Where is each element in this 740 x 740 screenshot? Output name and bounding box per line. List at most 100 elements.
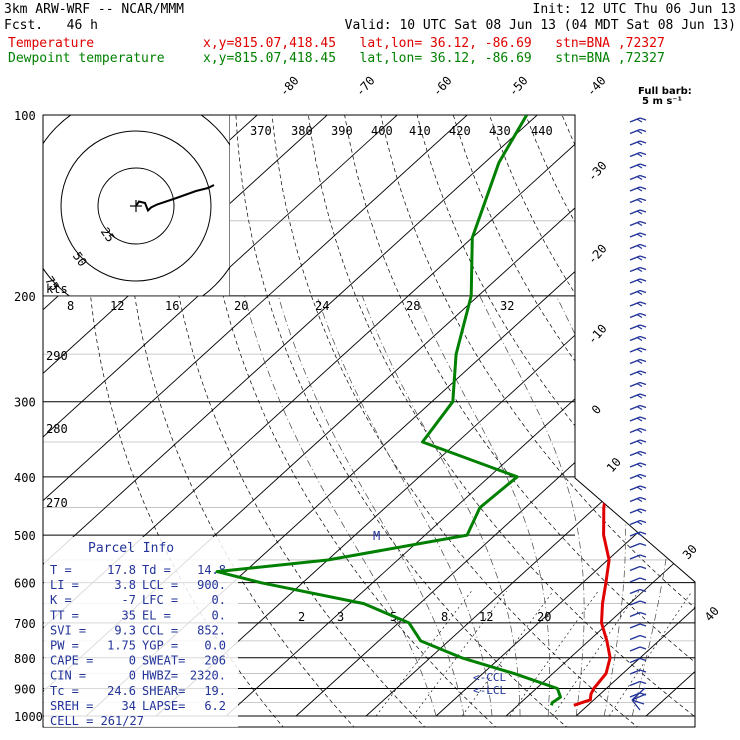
init-time: Init: 12 UTC Thu 06 Jun 13 — [532, 2, 737, 17]
wind-barb — [629, 496, 647, 503]
isotherm-line — [645, 115, 695, 717]
dry-adiabat — [707, 115, 740, 729]
wind-barb — [629, 611, 647, 618]
dry-adiabat — [380, 115, 695, 727]
dry-adiabat — [670, 115, 695, 727]
parcel-row-label: CAPE = — [50, 654, 93, 668]
wind-barb — [629, 232, 647, 238]
dry-adiabat — [634, 115, 695, 727]
mixing-ratio-line — [412, 591, 507, 717]
isotherm-line — [43, 115, 398, 717]
parcel-row-value: 17.8 — [107, 563, 136, 577]
isotherm-line — [505, 115, 695, 717]
mixing-ratio-label-lower: 20 — [537, 610, 551, 624]
wind-barb — [629, 485, 647, 491]
mixing-ratio-label: 20 — [234, 299, 248, 313]
parcel-row-label2: SHEAR= — [142, 684, 185, 698]
ccl-marker: <-CCL — [473, 671, 506, 684]
isotherm-label-top: -70 — [353, 74, 378, 99]
pressure-label: 500 — [14, 529, 36, 543]
hodograph-trace — [135, 184, 215, 213]
dry-adiabat — [162, 115, 427, 727]
parcel-row-value: 24.6 — [107, 684, 136, 698]
wind-barb — [629, 473, 647, 480]
pressure-label: 400 — [14, 471, 36, 485]
parcel-row-label2: Td = — [142, 563, 171, 577]
wind-barb — [629, 462, 647, 468]
mixing-ratio-line — [375, 591, 472, 717]
isotherm-label-right: 10 — [604, 455, 624, 475]
parcel-row-label2: LFC = — [142, 593, 178, 607]
temperature-location: x,y=815.07,418.45 lat,lon= 36.12, -86.69… — [203, 36, 665, 51]
isotherm-line — [435, 115, 695, 717]
parcel-row-label: PW = — [50, 639, 79, 653]
isotherm-label-right: -30 — [585, 159, 610, 184]
hodograph-ring-label: 50 — [70, 249, 90, 269]
isotherm-line — [43, 115, 468, 717]
parcel-row-value: 9.3 — [114, 623, 136, 637]
parcel-row-label2: LAPSE= — [142, 699, 185, 713]
hodograph-ring-label: 25 — [98, 225, 118, 245]
wind-barb — [629, 657, 647, 664]
parcel-row-value2: 852. — [197, 623, 226, 637]
parcel-row-label: LI = — [50, 578, 79, 592]
moist-adiabat — [361, 295, 521, 717]
pressure-label: 600 — [14, 577, 36, 591]
theta-label: 410 — [409, 124, 431, 138]
wind-barb — [629, 393, 647, 399]
pressure-label: 200 — [14, 290, 36, 304]
parcel-row-label2: SWEAT= — [142, 654, 185, 668]
wind-barb — [629, 255, 647, 261]
wind-barb — [629, 646, 647, 652]
parcel-row-value2: 2320. — [190, 669, 226, 683]
hodograph-ring — [97, 167, 175, 245]
annotation-marker: M — [373, 529, 380, 543]
parcel-row-value: 34 — [122, 699, 136, 713]
barb-legend-title: Full barb: — [638, 86, 692, 97]
parcel-row-value: 0 — [129, 654, 136, 668]
mixing-ratio-label: 28 — [406, 299, 420, 313]
isotherm-line — [716, 115, 740, 716]
isotherm-label-top: -40 — [584, 74, 609, 99]
dewpoint-trace — [215, 115, 562, 706]
dry-adiabat — [344, 115, 695, 727]
theta-side-label: 280 — [46, 422, 68, 436]
wind-barb — [629, 163, 647, 169]
isotherm-label-right: -10 — [585, 322, 610, 347]
parcel-row-value: -7 — [122, 593, 136, 607]
dry-adiabat — [308, 115, 695, 727]
wind-barb — [629, 324, 647, 330]
theta-label: 420 — [449, 124, 471, 138]
mixing-ratio-label-lower: 3 — [337, 610, 344, 624]
wind-barb — [629, 439, 647, 445]
wind-barb — [629, 519, 647, 526]
mixing-ratio-label-lower: 8 — [441, 610, 448, 624]
mixing-ratio-label: 12 — [110, 299, 124, 313]
temperature-legend: Temperature — [8, 36, 95, 51]
wind-barb — [629, 508, 647, 514]
wind-barb — [629, 117, 647, 123]
isotherm-line — [43, 115, 538, 717]
isotherm-label-top: -80 — [277, 74, 302, 99]
parcel-row-value: 1.75 — [107, 639, 136, 653]
moist-adiabat — [244, 295, 437, 717]
dry-adiabat — [561, 115, 695, 727]
wind-barb — [629, 404, 647, 411]
mixing-ratio-label: 24 — [315, 299, 329, 313]
isotherm-line — [365, 115, 695, 717]
hodograph-unit-label: kts — [46, 282, 68, 296]
wind-barb — [629, 335, 647, 342]
theta-label: 390 — [331, 124, 353, 138]
isotherm-line — [155, 115, 695, 717]
pressure-label: 300 — [14, 396, 36, 410]
wind-barb — [629, 531, 647, 537]
dry-adiabat — [597, 115, 695, 727]
pressure-label: 900 — [14, 682, 36, 696]
mixing-ratio-line — [552, 591, 639, 717]
wind-barb — [629, 542, 647, 549]
hodograph-ring-label: 75 — [42, 274, 62, 294]
wind-barb — [629, 623, 647, 629]
wind-barb — [629, 174, 647, 181]
wind-barb — [629, 266, 647, 273]
